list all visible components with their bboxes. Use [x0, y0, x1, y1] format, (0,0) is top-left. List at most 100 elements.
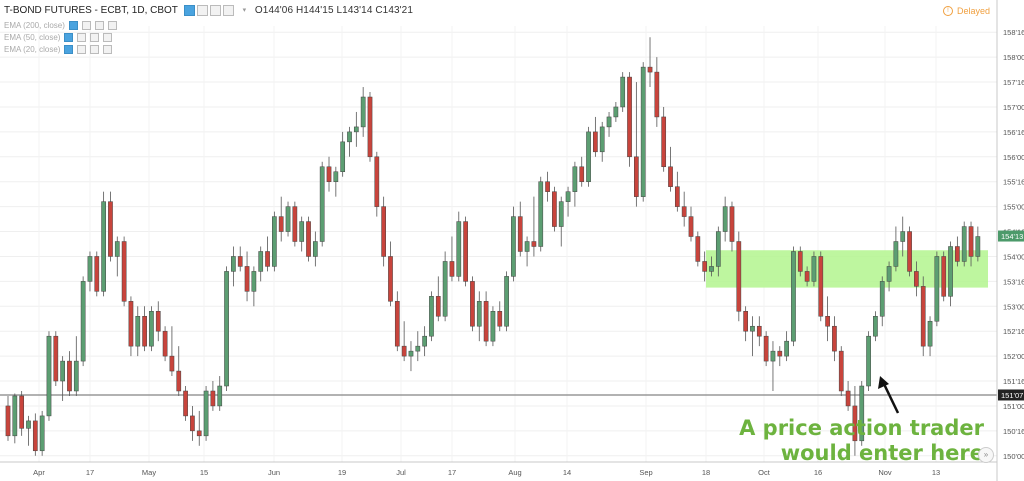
settings-icon[interactable]	[64, 33, 74, 42]
candle-body	[968, 226, 974, 257]
candle-body	[401, 345, 407, 357]
eye-icon[interactable]	[77, 45, 87, 54]
time-tick-label: Aug	[508, 468, 521, 477]
candle-body	[599, 126, 605, 153]
candle-body	[948, 246, 953, 297]
candle-body	[832, 325, 837, 352]
annotation-line-2: would enter here	[780, 441, 984, 465]
candle-body	[374, 156, 380, 207]
candle-body	[149, 311, 154, 347]
candle-body	[620, 76, 626, 108]
candle-body	[272, 216, 277, 267]
plus-icon[interactable]	[209, 5, 221, 16]
chevron-down-icon[interactable]: ▾	[242, 7, 247, 14]
close-icon[interactable]	[103, 45, 113, 54]
candle-body	[743, 311, 748, 332]
time-tick-label: Nov	[878, 468, 892, 477]
annotation-line-1: A price action trader	[739, 416, 984, 440]
candle-body	[879, 281, 885, 317]
candle-body	[681, 206, 687, 217]
candle-body	[53, 335, 59, 382]
time-axis[interactable]: Apr 17 May 15 Jun 19 Jul 17 Aug 14 Sep 18 Oct 16 Nov 13	[0, 461, 997, 477]
indicator-row-1[interactable]: EMA (200, close)	[4, 21, 117, 30]
candle-body	[715, 231, 721, 267]
support-resistance-zone	[706, 250, 988, 288]
candle-body	[142, 316, 147, 347]
symbol-title[interactable]: T-BOND FUTURES - ECBT, 1D, CBOT	[4, 5, 178, 16]
time-tick-label: 16	[814, 468, 822, 477]
indicator-row-2[interactable]: EMA (50, close)	[4, 33, 113, 42]
settings-icon[interactable]	[68, 21, 78, 30]
settings-icon[interactable]	[64, 45, 74, 54]
candle-body	[797, 251, 803, 272]
candle-body	[367, 96, 373, 158]
close-icon[interactable]	[222, 5, 234, 16]
candle-body	[67, 360, 72, 392]
candle-body	[128, 301, 134, 347]
eye-icon[interactable]	[81, 21, 91, 30]
candle-body	[661, 116, 667, 168]
eye-icon[interactable]	[77, 33, 87, 42]
candle-body	[162, 330, 168, 357]
candle-body	[511, 216, 516, 277]
candle-body	[927, 320, 933, 347]
candle-body	[203, 390, 209, 437]
price-axis[interactable]: 150'00 150'16 151'00 151'16 152'00 152'16 153'…	[996, 0, 1024, 481]
candlestick-series	[5, 37, 981, 456]
candle-body	[756, 325, 762, 337]
candle-body	[114, 241, 120, 257]
candle-body	[825, 316, 830, 327]
last-price-tag: 154'13	[1001, 232, 1023, 241]
candle-body	[900, 231, 906, 242]
close-icon[interactable]	[107, 21, 117, 30]
candle-body	[73, 360, 79, 392]
candle-body	[866, 335, 871, 387]
settings-icon[interactable]	[183, 5, 195, 16]
candle-body	[169, 355, 175, 372]
candle-body	[237, 256, 243, 267]
time-tick-label: 13	[932, 468, 940, 477]
arrow-shaft	[882, 383, 900, 414]
candle-body	[135, 316, 141, 347]
price-tick-label: 153'00	[1003, 302, 1024, 311]
candle-body	[258, 251, 264, 272]
candle-body	[552, 191, 557, 227]
indicator-row-3[interactable]: EMA (20, close)	[4, 45, 113, 54]
entry-arrow	[878, 376, 900, 414]
candle-body	[811, 256, 817, 282]
time-tick-label: Apr	[33, 468, 45, 477]
candle-body	[183, 390, 188, 417]
candle-body	[39, 415, 45, 452]
time-tick-label: 17	[86, 468, 94, 477]
plus-icon[interactable]	[90, 33, 100, 42]
header-buttons	[183, 5, 234, 16]
candle-body	[449, 261, 455, 277]
candle-body	[285, 206, 291, 232]
candle-body	[729, 206, 735, 242]
eye-icon[interactable]	[196, 5, 208, 16]
scroll-to-end-button[interactable]: »	[978, 447, 994, 463]
candle-body	[873, 316, 878, 337]
delayed-badge[interactable]: ! Delayed	[942, 6, 990, 16]
price-tick-label: 155'00	[1003, 203, 1024, 212]
candle-body	[94, 256, 100, 292]
price-tick-label: 152'00	[1003, 352, 1024, 361]
plus-icon[interactable]	[94, 21, 104, 30]
candle-body	[26, 420, 31, 429]
plus-icon[interactable]	[90, 45, 100, 54]
candle-body	[517, 216, 523, 252]
hline-price-tag-bg	[998, 389, 1024, 401]
close-icon[interactable]	[103, 33, 113, 42]
candle-body	[804, 271, 810, 282]
candle-body	[606, 116, 612, 128]
time-tick-label: 14	[563, 468, 571, 477]
candle-body	[265, 251, 270, 267]
candle-body	[196, 430, 202, 437]
candle-body	[893, 241, 899, 267]
candle-body	[579, 166, 585, 182]
price-tick-label: 152'16	[1003, 327, 1024, 336]
indicator-label: EMA (50, close)	[4, 33, 61, 42]
delayed-label: Delayed	[956, 6, 990, 16]
candle-body	[333, 171, 339, 182]
